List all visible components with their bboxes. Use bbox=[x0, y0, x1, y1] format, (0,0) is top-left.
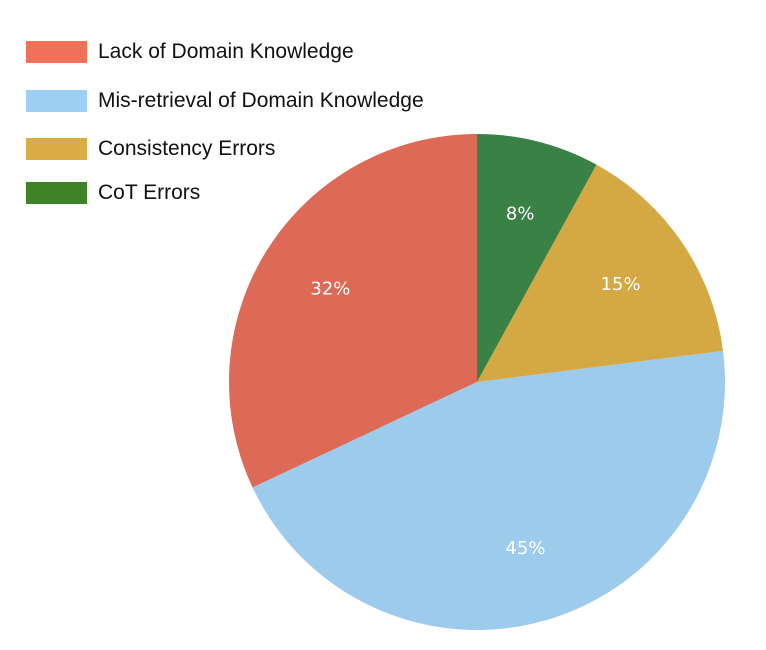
pie-slice-label: 8% bbox=[506, 203, 535, 224]
pie-slice-label: 32% bbox=[310, 278, 350, 299]
pie-slice-labels: 32% 45% 15% 8% bbox=[310, 203, 640, 559]
pie-slice-cot-errors bbox=[477, 134, 597, 382]
legend-swatch bbox=[26, 138, 87, 160]
pie-slice-consistency-errors bbox=[477, 164, 724, 382]
legend-item-consistency-errors: Consistency Errors bbox=[26, 137, 424, 161]
legend-item-mis-retrieval-of-domain-knowledge: Mis-retrieval of Domain Knowledge bbox=[26, 89, 424, 113]
legend-label: Consistency Errors bbox=[98, 137, 276, 160]
legend-swatch bbox=[26, 41, 87, 63]
legend-item-lack-of-domain-knowledge: Lack of Domain Knowledge bbox=[26, 40, 424, 64]
legend-swatch bbox=[26, 89, 87, 112]
legend-label: Lack of Domain Knowledge bbox=[98, 40, 354, 63]
pie-slice-label: 45% bbox=[505, 538, 545, 559]
pie-slice-lack-of-domain-knowledge bbox=[228, 134, 477, 488]
legend-label: Mis-retrieval of Domain Knowledge bbox=[98, 88, 424, 112]
legend: Lack of Domain Knowledge Mis-retrieval o… bbox=[26, 40, 424, 230]
legend-label: CoT Errors bbox=[98, 181, 201, 204]
pie-slice-label: 15% bbox=[601, 274, 641, 295]
pie-slices bbox=[228, 134, 725, 630]
legend-item-cot-errors: CoT Errors bbox=[26, 181, 424, 205]
legend-swatch bbox=[26, 182, 87, 204]
pie-slice-mis-retrieval-of-domain-knowledge bbox=[252, 350, 725, 630]
